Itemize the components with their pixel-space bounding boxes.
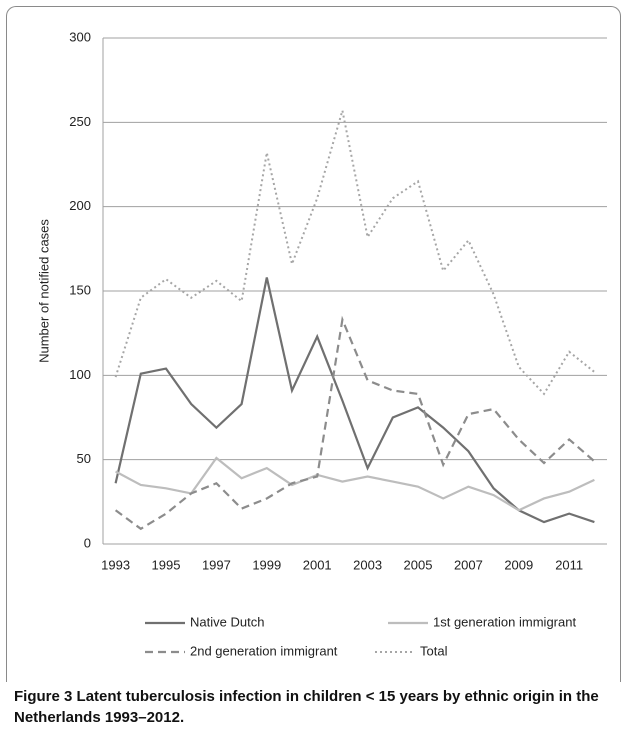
- x-tick-label: 1995: [152, 557, 181, 572]
- caption-label: Figure 3: [14, 688, 73, 705]
- legend-label: Total: [420, 643, 448, 658]
- y-tick-label: 100: [69, 367, 91, 382]
- x-tick-label: 1997: [202, 557, 231, 572]
- y-tick-label: 150: [69, 282, 91, 297]
- caption: Figure 3 Latent tuberculosis infection i…: [14, 686, 614, 728]
- y-tick-label: 300: [69, 29, 91, 44]
- x-tick-label: 2011: [555, 557, 583, 572]
- legend-label: 2nd generation immigrant: [190, 643, 338, 658]
- series-line: [114, 315, 596, 531]
- legend-label: Native Dutch: [190, 614, 264, 629]
- y-tick-label: 50: [77, 451, 91, 466]
- x-tick-label: 2003: [353, 557, 382, 572]
- caption-text: Latent tuberculosis infection in childre…: [14, 688, 599, 726]
- x-tick-label: 2005: [404, 557, 433, 572]
- y-axis-label: Number of notified cases: [36, 219, 51, 363]
- series-line: [114, 110, 596, 396]
- figure-frame: [6, 6, 621, 682]
- chart: Number of notified cases 0 50 100 150 200 250…: [36, 29, 607, 658]
- y-tick-label: 0: [84, 535, 91, 550]
- x-tick-label: 2001: [303, 557, 332, 572]
- x-tick-label: 2009: [504, 557, 533, 572]
- x-tick-label: 2007: [454, 557, 483, 572]
- x-tick-label: 1993: [101, 557, 130, 572]
- y-tick-label: 200: [69, 198, 91, 213]
- y-tick-label: 250: [69, 114, 91, 129]
- series-line: [114, 277, 595, 524]
- x-tick-label: 1999: [252, 557, 281, 572]
- legend-label: 1st generation immigrant: [433, 614, 576, 629]
- series-line: [115, 456, 595, 512]
